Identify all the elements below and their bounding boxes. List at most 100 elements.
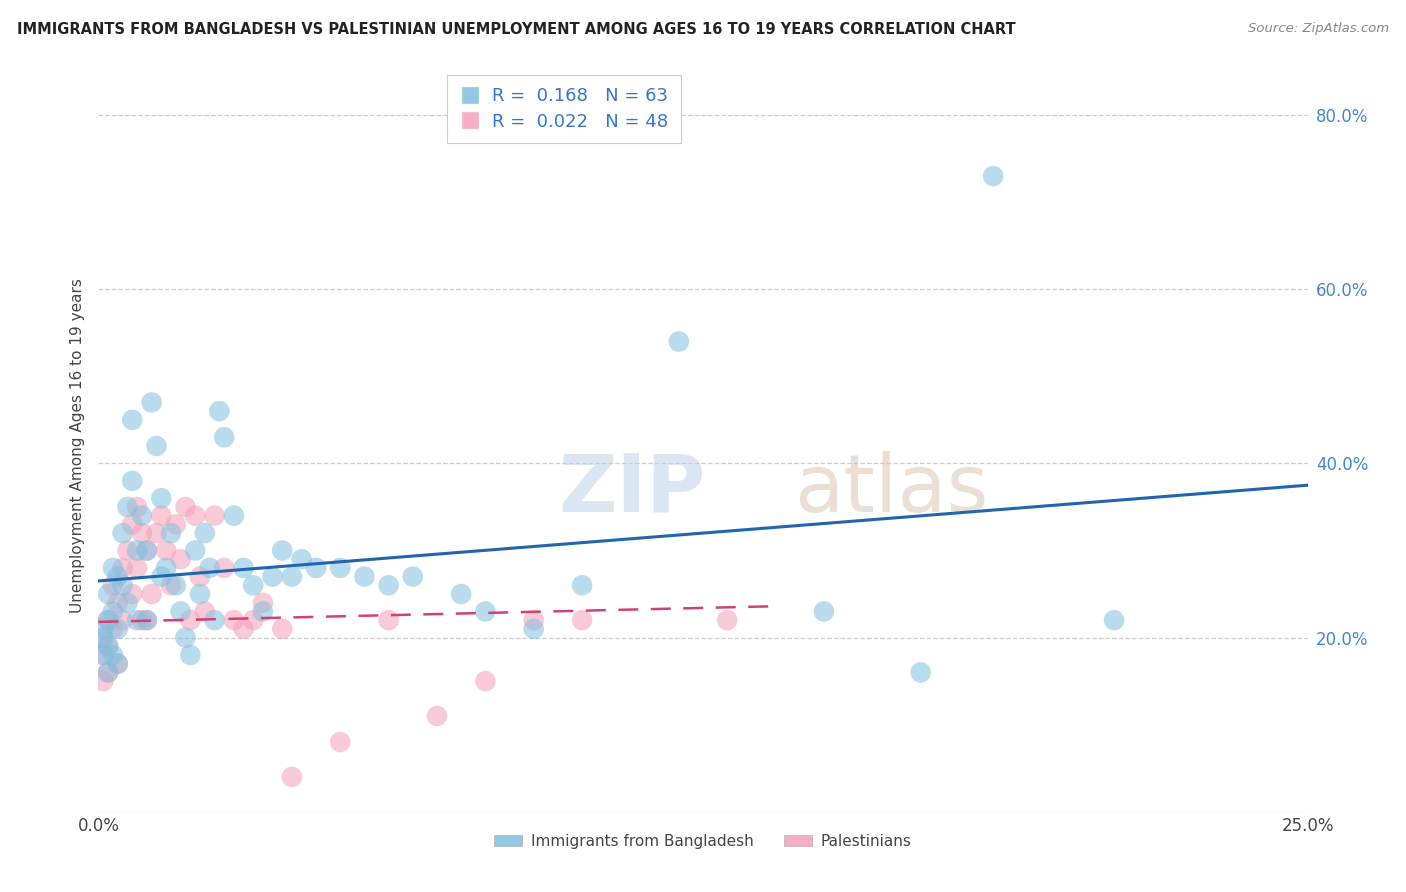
Point [194, 526, 217, 541]
Point [668, 334, 690, 349]
Legend: Immigrants from Bangladesh, Palestinians: Immigrants from Bangladesh, Palestinians [488, 828, 918, 855]
Point [474, 674, 496, 689]
Point [101, 622, 124, 636]
Text: IMMIGRANTS FROM BANGLADESH VS PALESTINIAN UNEMPLOYMENT AMONG AGES 16 TO 19 YEARS: IMMIGRANTS FROM BANGLADESH VS PALESTINIA… [17, 22, 1015, 37]
Point [232, 622, 254, 636]
Point [145, 526, 167, 541]
Point [571, 613, 593, 627]
Point [117, 543, 139, 558]
Point [91, 622, 114, 636]
Point [281, 770, 304, 784]
Point [271, 622, 294, 636]
Point [198, 561, 221, 575]
Point [117, 596, 139, 610]
Point [101, 604, 124, 618]
Point [150, 508, 173, 523]
Point [377, 613, 399, 627]
Point [188, 569, 211, 583]
Point [121, 517, 143, 532]
Point [160, 526, 183, 541]
Point [179, 613, 201, 627]
Point [222, 613, 245, 627]
Point [150, 491, 173, 506]
Point [101, 648, 124, 662]
Point [91, 631, 114, 645]
Point [91, 631, 114, 645]
Point [131, 508, 153, 523]
Point [127, 500, 149, 514]
Point [716, 613, 738, 627]
Point [204, 613, 226, 627]
Point [135, 613, 157, 627]
Point [131, 613, 153, 627]
Point [127, 561, 149, 575]
Point [474, 604, 496, 618]
Point [107, 569, 129, 583]
Point [127, 543, 149, 558]
Point [174, 500, 197, 514]
Point [121, 474, 143, 488]
Point [523, 613, 546, 627]
Point [97, 640, 120, 654]
Point [242, 578, 264, 592]
Point [222, 508, 245, 523]
Point [131, 526, 153, 541]
Point [174, 631, 197, 645]
Text: ZIP: ZIP [558, 450, 706, 529]
Point [523, 622, 546, 636]
Point [117, 500, 139, 514]
Point [107, 596, 129, 610]
Point [97, 587, 120, 601]
Point [184, 543, 207, 558]
Y-axis label: Unemployment Among Ages 16 to 19 years: Unemployment Among Ages 16 to 19 years [70, 278, 86, 614]
Point [981, 169, 1004, 183]
Point [97, 613, 120, 627]
Point [155, 561, 177, 575]
Point [184, 508, 207, 523]
Point [111, 613, 134, 627]
Point [107, 657, 129, 671]
Point [97, 640, 120, 654]
Point [165, 517, 187, 532]
Text: atlas: atlas [793, 450, 988, 529]
Point [204, 508, 226, 523]
Point [232, 561, 254, 575]
Point [169, 552, 191, 566]
Point [121, 587, 143, 601]
Point [107, 622, 129, 636]
Point [305, 561, 328, 575]
Point [212, 561, 235, 575]
Point [97, 613, 120, 627]
Point [212, 430, 235, 444]
Point [145, 439, 167, 453]
Point [101, 578, 124, 592]
Point [127, 613, 149, 627]
Point [281, 569, 304, 583]
Point [242, 613, 264, 627]
Point [353, 569, 375, 583]
Point [252, 604, 274, 618]
Point [910, 665, 932, 680]
Point [290, 552, 312, 566]
Point [402, 569, 425, 583]
Point [329, 735, 352, 749]
Point [179, 648, 201, 662]
Point [111, 578, 134, 592]
Point [135, 613, 157, 627]
Point [155, 543, 177, 558]
Point [107, 657, 129, 671]
Point [160, 578, 183, 592]
Point [1102, 613, 1125, 627]
Point [165, 578, 187, 592]
Point [111, 526, 134, 541]
Point [571, 578, 593, 592]
Point [169, 604, 191, 618]
Text: Source: ZipAtlas.com: Source: ZipAtlas.com [1249, 22, 1389, 36]
Point [141, 587, 163, 601]
Point [329, 561, 352, 575]
Point [141, 395, 163, 409]
Point [813, 604, 835, 618]
Point [101, 561, 124, 575]
Point [91, 674, 114, 689]
Point [208, 404, 231, 418]
